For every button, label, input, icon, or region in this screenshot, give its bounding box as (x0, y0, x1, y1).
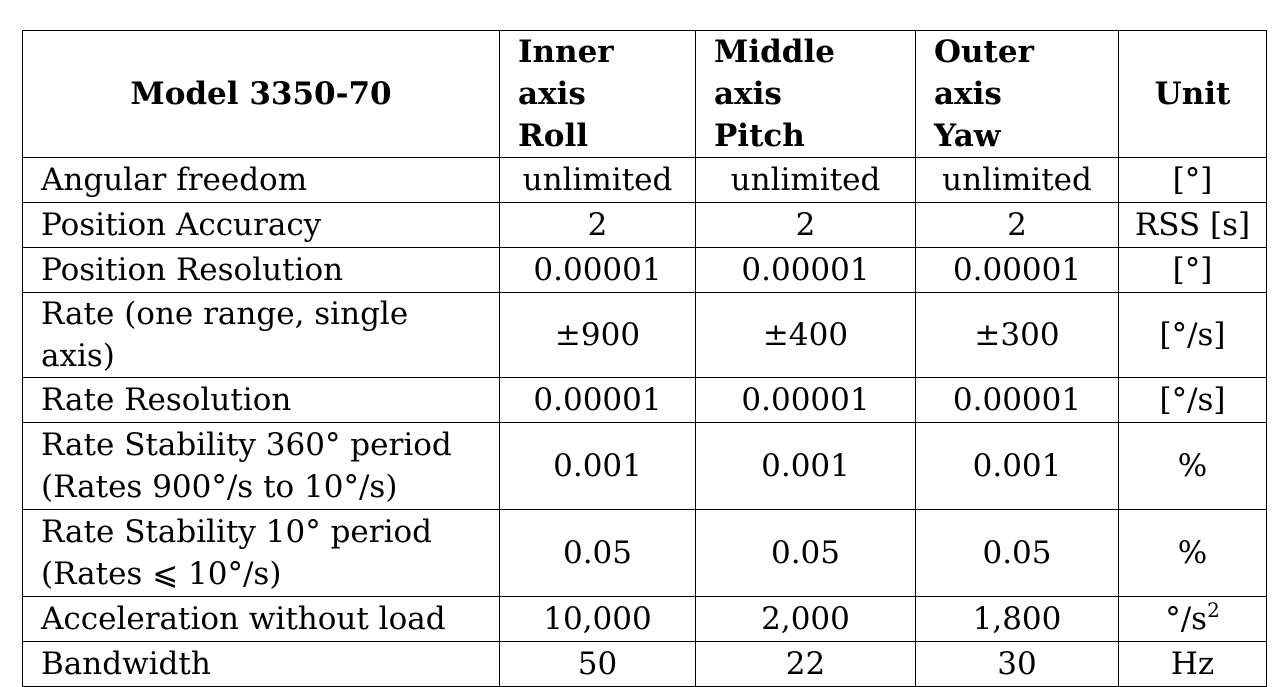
header-row: Model 3350-70 Inner axis Roll Middle axi… (22, 30, 1267, 158)
inner-value: ±900 (499, 292, 696, 378)
outer-value: unlimited (915, 157, 1119, 203)
table-row: Rate Resolution 0.00001 0.00001 0.00001 … (22, 377, 1267, 423)
header-outer-axis: Outer axis Yaw (915, 30, 1119, 158)
middle-value: 22 (695, 641, 916, 687)
header-inner-axis-line1: Inner axis (518, 34, 614, 112)
inner-value: 0.05 (499, 509, 696, 597)
unit-value: % (1118, 422, 1267, 510)
param-cell: Rate Stability 360° period (Rates 900°/s… (22, 422, 500, 510)
header-inner-axis-line2: Roll (518, 118, 588, 154)
param-line2: (Rates ⩽ 10°/s) (41, 556, 282, 592)
table-row: Rate Stability 10° period (Rates ⩽ 10°/s… (22, 509, 1267, 597)
param-line1: Rate Stability 10° period (41, 514, 433, 550)
param-cell: Rate Resolution (22, 377, 500, 423)
outer-value: 0.00001 (915, 247, 1119, 293)
param-cell: Position Accuracy (22, 202, 500, 248)
param-line2: (Rates 900°/s to 10°/s) (41, 469, 398, 505)
unit-value: % (1118, 509, 1267, 597)
outer-value: 0.001 (915, 422, 1119, 510)
param-cell: Rate (one range, single axis) (22, 292, 500, 378)
param-cell: Rate Stability 10° period (Rates ⩽ 10°/s… (22, 509, 500, 597)
middle-value: 0.00001 (695, 377, 916, 423)
table-row: Position Resolution 0.00001 0.00001 0.00… (22, 247, 1267, 293)
header-unit: Unit (1118, 30, 1267, 158)
param-cell: Angular freedom (22, 157, 500, 203)
unit-base: °/s (1165, 601, 1208, 637)
middle-value: 0.05 (695, 509, 916, 597)
unit-value: [°/s] (1118, 377, 1267, 423)
unit-value: RSS [s] (1118, 202, 1267, 248)
unit-value: [°] (1118, 247, 1267, 293)
param-cell: Acceleration without load (22, 596, 500, 642)
inner-value: 2 (499, 202, 696, 248)
header-model: Model 3350-70 (22, 30, 500, 158)
outer-value: 30 (915, 641, 1119, 687)
param-cell: Bandwidth (22, 641, 500, 687)
table-row: Rate (one range, single axis) ±900 ±400 … (22, 292, 1267, 378)
header-middle-axis-line2: Pitch (714, 118, 805, 154)
unit-value: [°/s] (1118, 292, 1267, 378)
header-middle-axis-line1: Middle axis (714, 34, 835, 112)
param-cell: Position Resolution (22, 247, 500, 293)
table-row: Bandwidth 50 22 30 Hz (22, 641, 1267, 687)
table-row: Angular freedom unlimited unlimited unli… (22, 157, 1267, 203)
middle-value: 2 (695, 202, 916, 248)
header-outer-axis-line1: Outer axis (934, 34, 1034, 112)
inner-value: 0.00001 (499, 377, 696, 423)
outer-value: 0.00001 (915, 377, 1119, 423)
outer-value: 2 (915, 202, 1119, 248)
middle-value: unlimited (695, 157, 916, 203)
param-line1: Rate Stability 360° period (41, 427, 452, 463)
middle-value: 0.00001 (695, 247, 916, 293)
inner-value: unlimited (499, 157, 696, 203)
unit-value: °/s2 (1118, 596, 1267, 642)
inner-value: 50 (499, 641, 696, 687)
inner-value: 10,000 (499, 596, 696, 642)
middle-value: ±400 (695, 292, 916, 378)
middle-value: 0.001 (695, 422, 916, 510)
middle-value: 2,000 (695, 596, 916, 642)
header-inner-axis: Inner axis Roll (499, 30, 696, 158)
table-row: Rate Stability 360° period (Rates 900°/s… (22, 422, 1267, 510)
table-row: Acceleration without load 10,000 2,000 1… (22, 596, 1267, 642)
inner-value: 0.00001 (499, 247, 696, 293)
unit-exponent: 2 (1207, 598, 1220, 622)
header-middle-axis: Middle axis Pitch (695, 30, 916, 158)
unit-value: Hz (1118, 641, 1267, 687)
header-outer-axis-line2: Yaw (934, 118, 1001, 154)
outer-value: ±300 (915, 292, 1119, 378)
outer-value: 1,800 (915, 596, 1119, 642)
spec-table: Model 3350-70 Inner axis Roll Middle axi… (22, 30, 1267, 687)
table-row: Position Accuracy 2 2 2 RSS [s] (22, 202, 1267, 248)
outer-value: 0.05 (915, 509, 1119, 597)
unit-value: [°] (1118, 157, 1267, 203)
inner-value: 0.001 (499, 422, 696, 510)
